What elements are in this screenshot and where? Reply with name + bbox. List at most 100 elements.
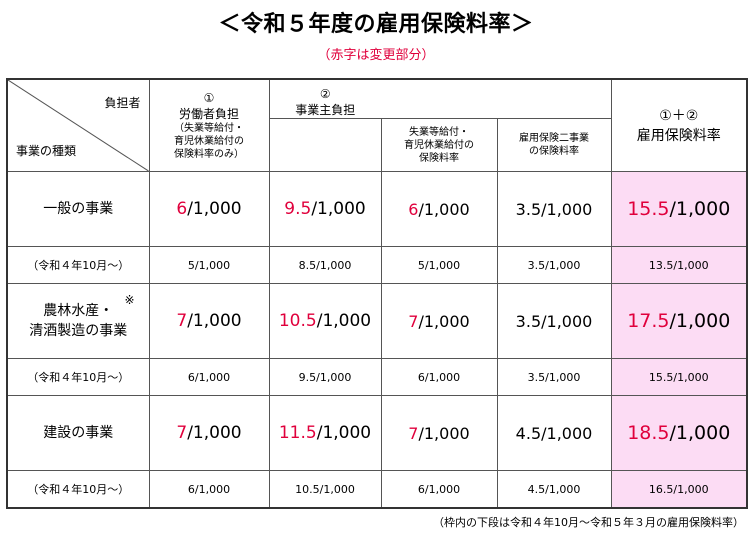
previous-period-label: （令和４年10月～） (6, 358, 150, 396)
employer-number: ② (319, 87, 331, 101)
previous-worker-rate: 5/1,000 (148, 246, 270, 284)
note-mark: ※ (124, 293, 135, 307)
worker-rate-changed: 7 (176, 423, 188, 443)
sub1-rate-rest: /1,000 (418, 423, 470, 443)
employer-header-spacer (381, 78, 612, 119)
worker-rate: 7/1,000 (148, 395, 270, 471)
table-row-previous: （令和４年10月～） 6/1,000 9.5/1,000 6/1,000 3.5… (6, 358, 748, 396)
previous-worker-rate: 6/1,000 (148, 358, 270, 396)
sub1-rate-changed: 7 (408, 423, 419, 443)
worker-rate-rest: /1,000 (187, 423, 242, 443)
previous-sub2-rate: 4.5/1,000 (496, 470, 612, 509)
corner-header-cell: 負担者 事業の種類 (6, 78, 150, 172)
employer-rate: 9.5/1,000 (268, 171, 382, 247)
total-rate-changed: 15.5 (627, 198, 670, 220)
employer-sub1-line1: 失業等給付・ (409, 126, 469, 138)
worker-rate-changed: 6 (176, 199, 188, 219)
total-rate: 15.5/1,000 (610, 171, 748, 247)
employer-sub1-header: 失業等給付・ 育児休業給付の 保険料率 (380, 118, 498, 172)
employer-rate-changed: 11.5 (278, 423, 317, 443)
category-line1: 一般の事業 (43, 201, 114, 217)
worker-rate-rest: /1,000 (187, 199, 242, 219)
employer-rate-changed: 9.5 (284, 199, 312, 219)
worker-rate: 7/1,000 (148, 283, 270, 359)
employer-blank-cell (268, 118, 382, 172)
employer-sub1-rate: 7/1,000 (380, 395, 498, 471)
category-cell: 一般の事業 (6, 171, 150, 247)
total-rate-rest: /1,000 (669, 422, 731, 444)
employer-sub1-rate: 6/1,000 (380, 171, 498, 247)
sub1-rate-changed: 7 (408, 311, 419, 331)
previous-employer-rate: 10.5/1,000 (268, 470, 382, 509)
category-line1: 建設の事業 (43, 425, 114, 441)
employer-sub2-line1: 雇用保険二事業 (519, 133, 589, 144)
previous-total-rate: 13.5/1,000 (610, 246, 748, 284)
employer-sub2-header: 雇用保険二事業 の保険料率 (496, 118, 612, 172)
table-row: 一般の事業 6/1,000 9.5/1,000 6/1,000 3.5/1,00… (6, 171, 748, 247)
employer-label: 事業主負担 (295, 103, 356, 117)
previous-worker-rate: 6/1,000 (148, 470, 270, 509)
corner-top-label: 負担者 (104, 96, 141, 110)
worker-note-2: 育児休業給付の (174, 136, 244, 147)
total-label: 雇用保険料率 (636, 127, 721, 144)
worker-rate-rest: /1,000 (187, 311, 242, 331)
table-row-previous: （令和４年10月～） 5/1,000 8.5/1,000 5/1,000 3.5… (6, 246, 748, 284)
previous-total-rate: 15.5/1,000 (610, 358, 748, 396)
previous-sub1-rate: 5/1,000 (380, 246, 498, 284)
worker-rate: 6/1,000 (148, 171, 270, 247)
table-row: ※ 農林水産・ 清酒製造の事業 7/1,000 10.5/1,000 7/1,0… (6, 283, 748, 359)
sub1-rate-changed: 6 (408, 199, 419, 219)
worker-label: 労働者負担 (178, 107, 239, 121)
previous-employer-rate: 9.5/1,000 (268, 358, 382, 396)
employer-sub1-rate: 7/1,000 (380, 283, 498, 359)
worker-header-cell: ① 労働者負担 （失業等給付・ 育児休業給付の 保険料率のみ） (148, 78, 270, 172)
rate-table: 負担者 事業の種類 ① 労働者負担 （失業等給付・ 育児休業給付の 保険料率のみ… (6, 78, 748, 509)
worker-number: ① (203, 91, 215, 105)
previous-sub1-rate: 6/1,000 (380, 358, 498, 396)
category-cell: 建設の事業 (6, 395, 150, 471)
previous-sub1-rate: 6/1,000 (380, 470, 498, 509)
employer-rate-rest: /1,000 (316, 311, 372, 331)
table-row-previous: （令和４年10月～） 6/1,000 10.5/1,000 6/1,000 4.… (6, 470, 748, 509)
employer-header-cell: ② 事業主負担 (268, 78, 381, 119)
employer-sub1-line3: 保険料率 (419, 152, 459, 164)
total-rate: 18.5/1,000 (610, 395, 748, 471)
employer-sub1-line2: 育児休業給付の (404, 139, 474, 151)
category-cell: ※ 農林水産・ 清酒製造の事業 (6, 283, 150, 359)
total-rate-changed: 17.5 (627, 310, 670, 332)
footnote: （枠内の下段は令和４年10月～令和５年３月の雇用保険料率） (433, 516, 744, 529)
previous-sub2-rate: 3.5/1,000 (496, 246, 612, 284)
category-line2: 清酒製造の事業 (29, 323, 128, 339)
employer-rate: 11.5/1,000 (268, 395, 382, 471)
employer-rate-rest: /1,000 (316, 423, 372, 443)
worker-rate-changed: 7 (176, 311, 188, 331)
worker-note-1: （失業等給付・ (174, 123, 244, 134)
page-subtitle: （赤字は変更部分） (317, 48, 435, 63)
previous-employer-rate: 8.5/1,000 (268, 246, 382, 284)
employer-rate: 10.5/1,000 (268, 283, 382, 359)
previous-period-label: （令和４年10月～） (6, 246, 150, 284)
sub1-rate-rest: /1,000 (418, 199, 470, 219)
category-line1: 農林水産・ (43, 303, 114, 319)
employer-sub2-rate: 3.5/1,000 (496, 283, 612, 359)
table-row: 建設の事業 7/1,000 11.5/1,000 7/1,000 4.5/1,0… (6, 395, 748, 471)
total-rate-rest: /1,000 (669, 198, 731, 220)
employer-sub2-rate: 4.5/1,000 (496, 395, 612, 471)
employer-sub2-rate: 3.5/1,000 (496, 171, 612, 247)
previous-total-rate: 16.5/1,000 (610, 470, 748, 509)
total-rate-rest: /1,000 (669, 310, 731, 332)
total-rate: 17.5/1,000 (610, 283, 748, 359)
diagonal-line (8, 80, 149, 171)
corner-bottom-label: 事業の種類 (16, 144, 77, 158)
employer-rate-rest: /1,000 (311, 199, 366, 219)
sub1-rate-rest: /1,000 (418, 311, 470, 331)
previous-period-label: （令和４年10月～） (6, 470, 150, 509)
total-number: ①＋② (659, 107, 699, 124)
employer-rate-changed: 10.5 (278, 311, 317, 331)
employer-sub2-line2: の保険料率 (529, 146, 579, 157)
previous-sub2-rate: 3.5/1,000 (496, 358, 612, 396)
worker-note-3: 保険料率のみ） (174, 149, 244, 160)
total-header-cell: ①＋② 雇用保険料率 (610, 78, 748, 172)
page-title: ＜令和５年度の雇用保険料率＞ (218, 12, 534, 37)
total-rate-changed: 18.5 (627, 422, 670, 444)
